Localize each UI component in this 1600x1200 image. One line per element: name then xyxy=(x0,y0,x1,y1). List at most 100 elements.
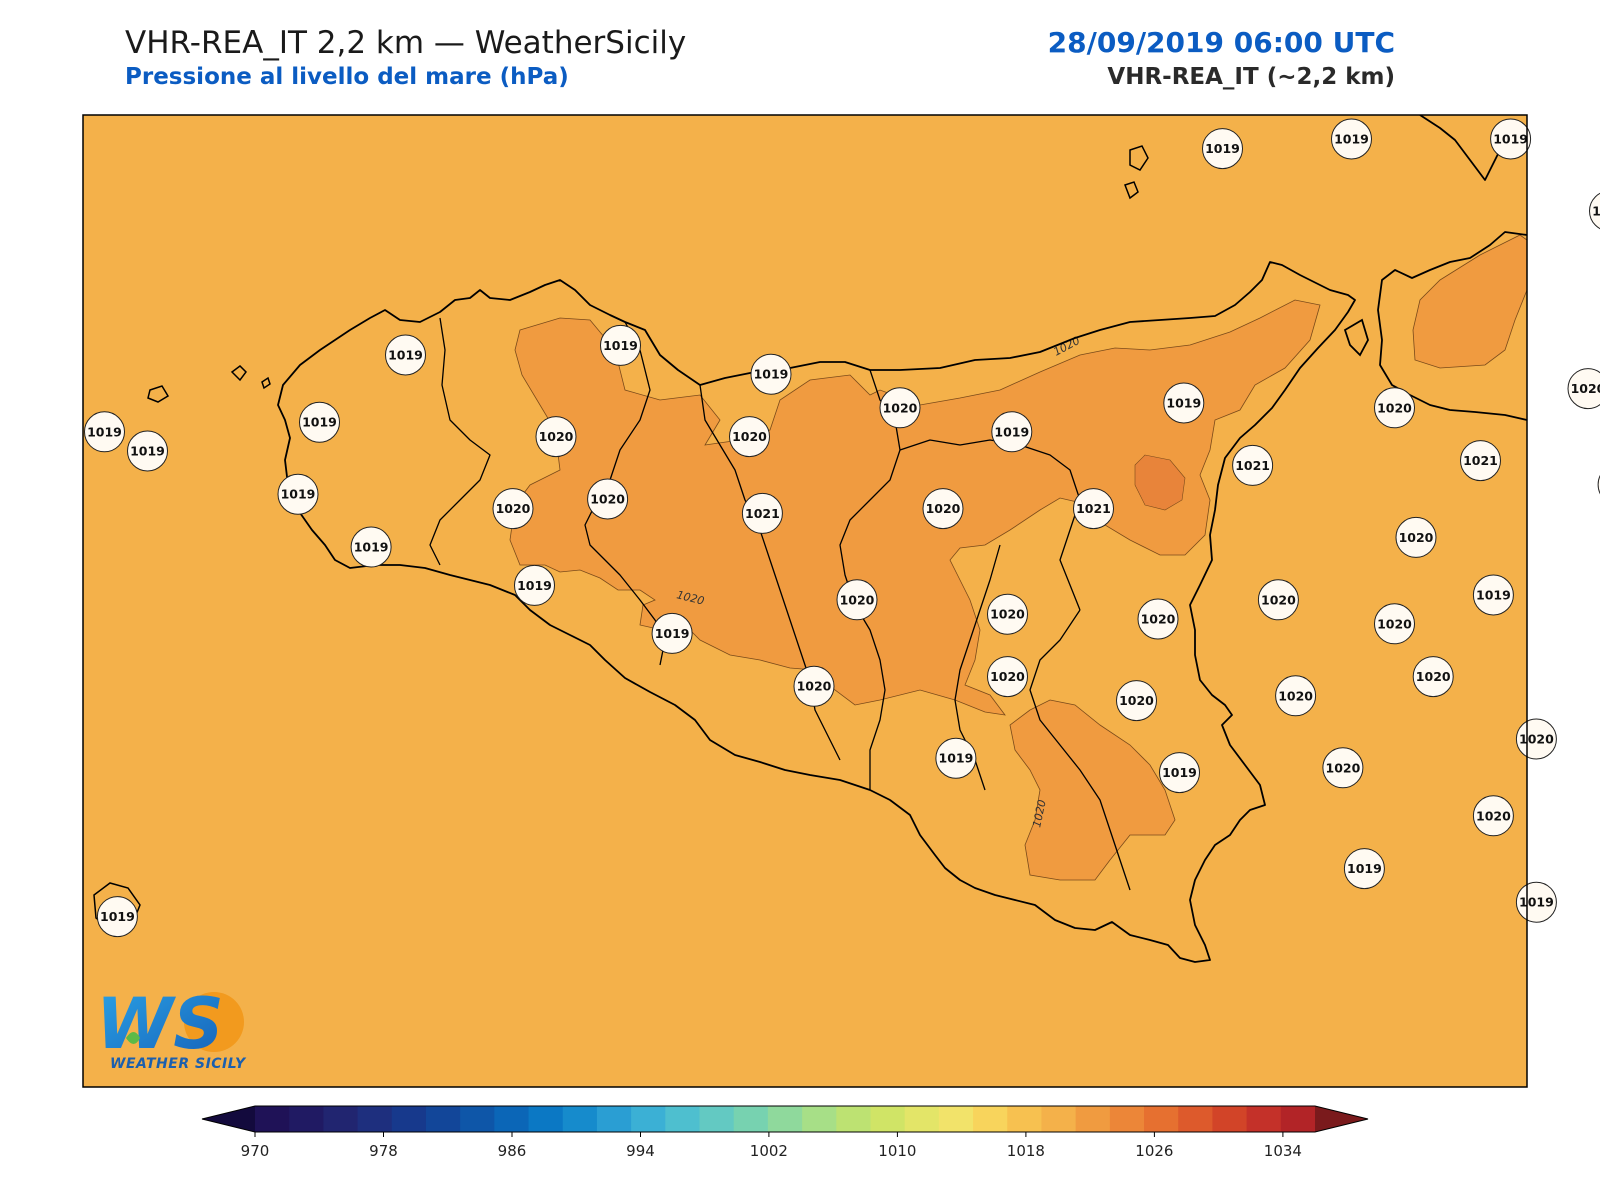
station-circle xyxy=(741,492,783,534)
station-marker: 1019 xyxy=(84,411,125,453)
colorbar-segment xyxy=(528,1106,564,1132)
island-stromboli xyxy=(1129,145,1149,171)
station-value: 1020 xyxy=(1278,688,1313,703)
sicily-coastline xyxy=(277,261,1356,963)
pressure-max-1022 xyxy=(1134,454,1186,511)
station-circle xyxy=(299,401,340,443)
station-marker: 1021 xyxy=(1232,444,1274,486)
station-marker: 1019 xyxy=(991,411,1033,453)
colorbar-tick-label: 986 xyxy=(498,1142,527,1160)
colorbar-extend-high xyxy=(1315,1106,1368,1132)
pressure-area-1020-calabria xyxy=(1412,234,1527,369)
station-value: 1019 xyxy=(1493,132,1528,147)
title-block: VHR-REA_IT 2,2 km — WeatherSicily Pressi… xyxy=(125,24,686,92)
station-circle xyxy=(1395,516,1437,558)
station-circle xyxy=(1374,387,1415,429)
station-value: 1019 xyxy=(517,578,552,593)
colorbar-tick-label: 1010 xyxy=(878,1142,916,1160)
station-circle xyxy=(651,612,693,654)
station-value: 1020 xyxy=(1377,616,1412,631)
station-marker: 1021 xyxy=(741,492,783,534)
pressure-area-1020-southeast xyxy=(1009,699,1176,881)
colorbar-segment xyxy=(1280,1106,1316,1132)
model-name: VHR-REA_IT (~2,2 km) xyxy=(1107,64,1395,90)
colorbar-segment xyxy=(1075,1106,1111,1132)
station-circle xyxy=(1589,192,1600,230)
map-frame xyxy=(82,114,1528,1088)
colorbar-segment xyxy=(1007,1106,1042,1132)
station-circle xyxy=(1202,128,1243,170)
weather-sicily-logo: WS WEATHER SICILY xyxy=(96,983,256,1076)
station-value: 1019 xyxy=(302,415,337,430)
logo-text: WEATHER SICILY xyxy=(110,1056,246,1072)
station-circle xyxy=(350,526,392,568)
station-circle xyxy=(1159,752,1200,794)
colorbar-segment xyxy=(1178,1106,1213,1132)
colorbar-segment xyxy=(425,1106,461,1132)
station-value: 1020 xyxy=(883,400,918,415)
station-value: 1019 xyxy=(1592,204,1600,219)
station-marker: 1020 xyxy=(587,478,629,520)
colorbar-segment xyxy=(460,1106,495,1132)
station-circle xyxy=(1567,368,1600,410)
station-marker: 1020 xyxy=(492,488,534,530)
colorbar-segment xyxy=(938,1106,974,1132)
station-circle xyxy=(1343,848,1385,890)
station-value: 1019 xyxy=(281,487,316,502)
station-value: 1021 xyxy=(1235,458,1270,473)
station-marker: 1020 xyxy=(1567,368,1600,410)
station-value: 1019 xyxy=(1205,141,1240,156)
station-circle xyxy=(84,411,125,453)
station-marker: 1020 xyxy=(1374,603,1415,645)
station-value: 1020 xyxy=(1399,530,1434,545)
station-circle xyxy=(1472,795,1514,837)
station-marker: 1019 xyxy=(1472,574,1514,616)
station-value: 1020 xyxy=(1519,732,1554,747)
station-marker: 1021 xyxy=(1073,488,1114,530)
colorbar-tick-label: 1018 xyxy=(1007,1142,1045,1160)
station-marker: 1021 xyxy=(1460,440,1501,482)
colorbar-segment xyxy=(596,1106,632,1132)
colorbar-segment xyxy=(733,1106,769,1132)
station-marker: 1019 xyxy=(750,353,792,395)
station-value: 1019 xyxy=(1162,765,1197,780)
station-circle xyxy=(385,334,426,376)
colorbar-segment xyxy=(1246,1106,1282,1132)
station-marker: 1019 xyxy=(299,401,340,443)
colorbar-segment xyxy=(289,1106,324,1132)
station-value: 1020 xyxy=(1119,693,1154,708)
station-value: 1019 xyxy=(388,348,423,363)
colorbar-segment xyxy=(699,1106,735,1132)
pressure-area-1020-west xyxy=(509,299,1321,716)
station-marker: 1019 xyxy=(1331,118,1372,160)
station-marker: 1019 xyxy=(514,564,555,606)
station-circle xyxy=(1490,118,1532,160)
colorbar-ticks: 970 978 986 994 1002 1010 1018 1026 1034 xyxy=(241,1132,1302,1160)
station-circle xyxy=(492,488,534,530)
station-circle xyxy=(1275,675,1317,717)
station-value: 1019 xyxy=(1519,895,1554,910)
station-value: 1020 xyxy=(590,492,625,507)
island-marettimo xyxy=(261,376,271,390)
colorbar-segment xyxy=(802,1106,837,1132)
colorbar-segment xyxy=(1144,1106,1179,1132)
station-circle xyxy=(793,665,835,707)
station-value: 1020 xyxy=(797,679,832,694)
colorbar-segment xyxy=(870,1106,906,1132)
station-circle xyxy=(1322,747,1364,789)
station-marker: 1019 xyxy=(600,324,641,366)
station-value: 1020 xyxy=(1476,808,1511,823)
station-value: 1020 xyxy=(1326,760,1361,775)
colorbar-segment xyxy=(836,1106,871,1132)
station-circle xyxy=(836,579,878,621)
station-value: 1019 xyxy=(1166,396,1201,411)
colorbar-tick-label: 1034 xyxy=(1264,1142,1302,1160)
station-circle xyxy=(535,416,577,458)
station-marker: 1019 xyxy=(1202,128,1243,170)
station-marker: 1020 xyxy=(1395,516,1437,558)
isobar-label: 1020 xyxy=(1030,799,1049,829)
station-marker: 1020 xyxy=(1322,747,1364,789)
station-circle xyxy=(1232,444,1274,486)
station-marker: 1020 xyxy=(1137,598,1179,640)
station-marker: 1020 xyxy=(1412,656,1454,698)
